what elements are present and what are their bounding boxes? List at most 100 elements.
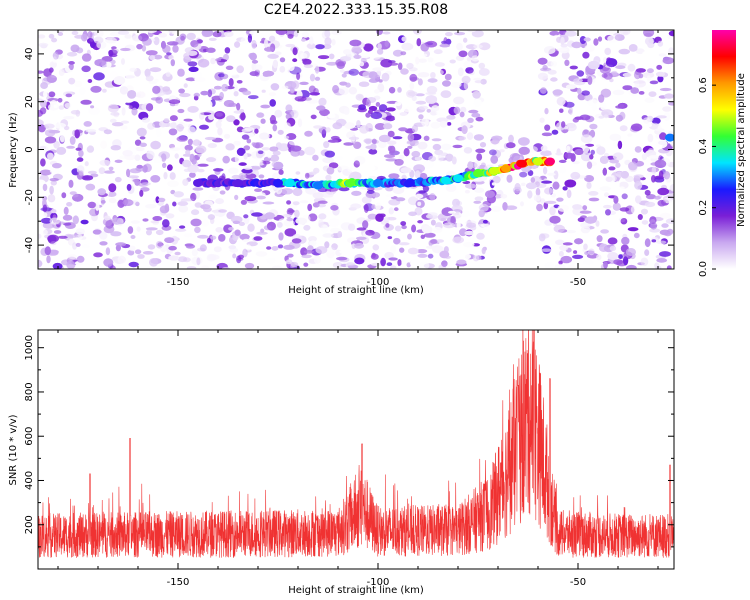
heatmap-cell <box>144 68 151 78</box>
heatmap-cell <box>244 262 255 269</box>
heatmap-cell <box>155 229 164 236</box>
heatmap-cell <box>584 93 593 102</box>
heatmap-cell <box>426 85 438 94</box>
heatmap-cell <box>371 204 376 210</box>
heatmap-cell <box>456 221 461 229</box>
heatmap-cell <box>558 70 569 78</box>
heatmap-cell <box>610 70 618 76</box>
heatmap-ridge-peak <box>233 179 243 187</box>
heatmap-cell <box>669 184 674 192</box>
heatmap-cell <box>126 183 132 191</box>
heatmap-cell <box>309 92 321 96</box>
heatmap-cell <box>565 84 577 90</box>
heatmap-cell <box>335 118 347 127</box>
heatmap-cell <box>249 30 258 35</box>
heatmap-cell <box>142 218 149 222</box>
heatmap-cell <box>186 266 197 269</box>
heatmap-cell <box>619 125 628 132</box>
heatmap-cell <box>182 178 189 186</box>
heatmap-cell <box>243 165 253 170</box>
heatmap-cell <box>158 197 166 203</box>
heatmap-cell <box>367 37 375 43</box>
heatmap-cell <box>63 116 75 120</box>
heatmap-cell <box>149 55 156 61</box>
heatmap-cell <box>286 217 294 222</box>
heatmap-cell <box>219 190 226 195</box>
heatmap-cell <box>452 236 465 244</box>
heatmap-cell <box>78 170 84 176</box>
heatmap-cell <box>566 264 577 269</box>
heatmap-cell <box>141 117 151 123</box>
heatmap-cell <box>500 194 508 199</box>
heatmap-cell <box>340 56 352 62</box>
heatmap-cell <box>72 193 84 202</box>
heatmap-cell <box>668 102 674 106</box>
heatmap-cell <box>378 104 388 112</box>
heatmap-cell <box>233 140 241 146</box>
heatmap-cell <box>50 180 57 186</box>
heatmap-cell <box>583 37 591 42</box>
heatmap-cell <box>304 172 310 179</box>
colorbar: 0.0 0.2 0.4 0.6 Normalized spectral amplitu… <box>698 30 747 277</box>
heatmap-cell <box>326 61 338 66</box>
heatmap-cell <box>577 217 585 222</box>
heatmap-cell <box>427 57 434 63</box>
heatmap-cell <box>622 72 632 78</box>
heatmap-cell <box>39 169 52 176</box>
heatmap-cell <box>380 257 386 267</box>
heatmap-cell <box>386 262 393 266</box>
heatmap-cell <box>321 129 327 138</box>
heatmap-cell <box>147 244 156 250</box>
heatmap-cell <box>304 130 313 137</box>
heatmap-cell <box>435 69 444 76</box>
heatmap-cell <box>122 150 133 157</box>
heatmap-cell <box>397 259 402 267</box>
heatmap-cell <box>66 260 76 269</box>
heatmap-cell <box>543 166 548 175</box>
heatmap-cell <box>218 209 228 213</box>
heatmap-cell <box>192 139 201 146</box>
heatmap-cell <box>185 244 196 249</box>
heatmap-cell <box>208 194 217 199</box>
heatmap-cell <box>607 252 619 261</box>
heatmap-cell <box>452 198 460 207</box>
snr-x-ticks: -150 -100 -50 <box>57 330 659 588</box>
snr-y-ticks: 200 400 600 800 1000 <box>24 335 674 548</box>
heatmap-cell <box>656 139 668 149</box>
heatmap-cell <box>441 260 448 268</box>
heatmap-cell <box>253 64 263 71</box>
heatmap-cell <box>190 40 199 48</box>
heatmap-cell <box>564 152 574 159</box>
heatmap-cell <box>541 180 553 184</box>
heatmap-cell <box>604 47 611 56</box>
heatmap-cell <box>656 240 667 245</box>
heatmap-cell <box>459 111 465 118</box>
x-tick-label: -50 <box>570 277 586 288</box>
heatmap-cell <box>309 36 314 46</box>
heatmap-cell <box>164 203 170 212</box>
heatmap-cell <box>351 45 362 55</box>
heatmap-cell <box>628 161 638 171</box>
heatmap-cell <box>103 215 111 221</box>
heatmap-cell <box>146 150 155 160</box>
heatmap-cell <box>155 240 163 249</box>
heatmap-cell <box>411 224 416 233</box>
heatmap-cell <box>223 53 229 61</box>
heatmap-cell <box>351 190 362 196</box>
y-tick-label: 200 <box>24 515 35 534</box>
y-tick-label: 20 <box>24 95 35 108</box>
heatmap-cell <box>142 251 154 255</box>
heatmap-cell <box>277 143 290 152</box>
heatmap-cell <box>613 195 619 204</box>
heatmap-cell <box>164 237 175 244</box>
heatmap-cell <box>272 59 278 69</box>
heatmap-cell <box>473 134 484 141</box>
heatmap-cell <box>569 65 578 70</box>
heatmap-cell <box>347 167 353 172</box>
heatmap-cell <box>264 212 275 220</box>
heatmap-cell <box>476 232 485 240</box>
heatmap-cell <box>561 51 570 60</box>
heatmap-cell <box>444 73 452 81</box>
heatmap-cell <box>338 186 350 192</box>
heatmap-cell <box>81 33 88 42</box>
